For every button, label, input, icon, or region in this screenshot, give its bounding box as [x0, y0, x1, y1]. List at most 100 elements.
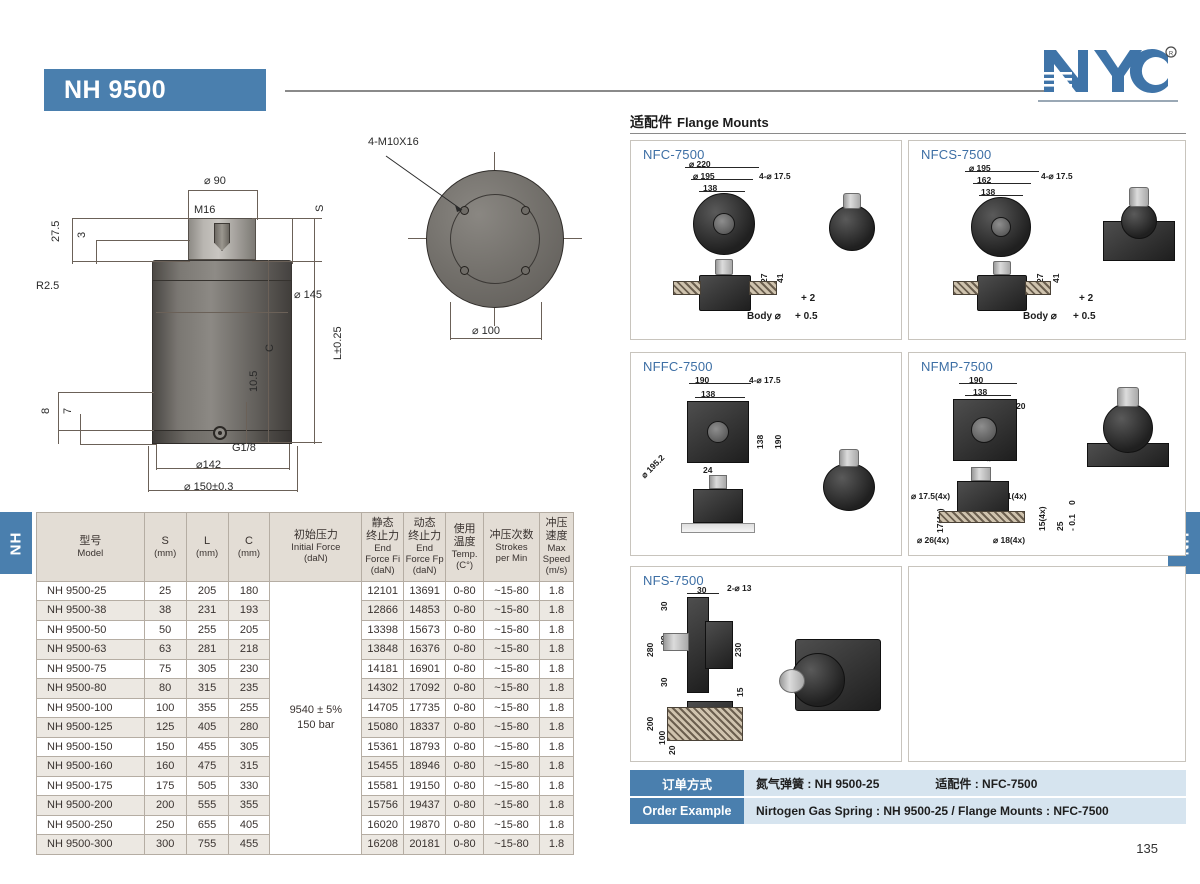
cell-l: 455: [185, 736, 229, 758]
dim-r2-5: R2.5: [36, 280, 60, 292]
table-row: NH 9500-80 80 315 235 14302 17092 0-80 ~15-80 1.…: [36, 678, 575, 699]
dim-8: 8: [40, 407, 52, 414]
gas-port: [213, 426, 227, 440]
dim-d100: ⌀ 100: [472, 325, 501, 337]
nyc-logo: R: [1038, 42, 1178, 100]
table-body: NH 9500-25 25 205 180 9540 ± 5% 150 bar 12101 1…: [36, 580, 575, 855]
dim-l-025: L±0.25: [332, 326, 344, 360]
page-title: NH 9500: [64, 75, 167, 104]
table-row: NH 9500-150 150 455 305 15361 18793 0-80 ~15-80…: [36, 736, 575, 758]
cell-c: 405: [227, 814, 271, 836]
cell-fi: 13398: [361, 619, 405, 641]
dim-41: 41: [1051, 273, 1061, 283]
dim-d18-4x: ⌀ 18(4x): [993, 535, 1026, 545]
dim-c: C: [264, 344, 276, 352]
col-temperature: 使用 温度 Temp. (C°): [445, 512, 485, 582]
dim-d195-2: ⌀ 195.2: [639, 452, 667, 481]
cell-temp: 0-80: [445, 736, 485, 758]
cell-c: 330: [227, 775, 271, 797]
dim-d150: ⌀ 150±0.3: [184, 481, 234, 493]
cell-fp: 20181: [403, 834, 447, 855]
cell-speed: 1.8: [538, 736, 575, 758]
cell-s: 160: [143, 756, 187, 777]
dim-body-d: Body ⌀: [747, 311, 781, 322]
cell-model: NH 9500-300: [36, 834, 145, 855]
table-header: 型号 Model S (mm) L (mm) C (mm) 初始压力 Initial Fo…: [36, 512, 575, 582]
panel-title-nfmp-7500: NFMP-7500: [921, 359, 993, 374]
cell-l: 755: [185, 834, 229, 855]
cell-fp: 19870: [403, 814, 447, 836]
cell-strokes: ~15-80: [483, 756, 540, 777]
dim-0: 0: [1067, 500, 1077, 505]
dim-d195: ⌀ 195: [693, 171, 715, 181]
dim-m16: M16: [194, 204, 216, 216]
cell-temp: 0-80: [445, 580, 485, 602]
cylinder-side-view: [699, 275, 751, 311]
panel-nfcs-7500: NFCS-7500 ⌀ 195 162 138 4-⌀ 17.5 27 41 +…: [908, 140, 1186, 340]
cell-strokes: ~15-80: [483, 717, 540, 738]
cell-model: NH 9500-63: [36, 639, 145, 660]
cylinder-shoulder: [152, 260, 292, 282]
table-row: NH 9500-75 75 305 230 14181 16901 0-80 ~15-80 1.…: [36, 658, 575, 680]
cell-l: 555: [185, 795, 229, 816]
cell-temp: 0-80: [445, 814, 485, 836]
cell-fp: 14853: [403, 600, 447, 621]
cell-fp: 15673: [403, 619, 447, 641]
cell-speed: 1.8: [538, 717, 575, 738]
cell-l: 355: [185, 697, 229, 719]
dim-138: 138: [973, 387, 988, 397]
flange-mounts-heading-cn: 适配件: [630, 114, 672, 130]
iso-view-base-plate: [1087, 443, 1169, 467]
cell-strokes: ~15-80: [483, 834, 540, 855]
dim-4-d17-5: 4-⌀ 17.5: [749, 375, 781, 385]
dim-m20: M20: [1009, 401, 1026, 411]
dim-190: 190: [969, 375, 984, 385]
cell-strokes: ~15-80: [483, 814, 540, 836]
cell-strokes: ~15-80: [483, 697, 540, 719]
order-value-en: Nirtogen Gas Spring : NH 9500-25 / Flang…: [744, 798, 1186, 824]
cell-temp: 0-80: [445, 639, 485, 660]
cell-l: 255: [185, 619, 229, 641]
cell-speed: 1.8: [538, 678, 575, 699]
bolt-hole: [460, 266, 469, 275]
cell-s: 175: [143, 775, 187, 797]
cell-s: 25: [143, 580, 187, 602]
cell-temp: 0-80: [445, 756, 485, 777]
cell-c: 455: [227, 834, 271, 855]
cell-temp: 0-80: [445, 834, 485, 855]
cell-speed: 1.8: [538, 658, 575, 680]
cell-strokes: ~15-80: [483, 658, 540, 680]
cell-fp: 18793: [403, 736, 447, 758]
mount-bore: [971, 417, 997, 443]
cell-speed: 1.8: [538, 814, 575, 836]
nyc-logo-svg: R: [1042, 46, 1177, 93]
cell-fp: 16376: [403, 639, 447, 660]
cell-s: 300: [143, 834, 187, 855]
flange-bore: [707, 421, 729, 443]
cell-speed: 1.8: [538, 600, 575, 621]
table-row: NH 9500-50 50 255 205 13398 15673 0-80 ~15-80 1.…: [36, 619, 575, 641]
table-row: NH 9500-100 100 355 255 14705 17735 0-80 ~15-80…: [36, 697, 575, 719]
cell-c: 315: [227, 756, 271, 777]
cell-fi: 12866: [361, 600, 405, 621]
cylinder-body: [152, 280, 292, 438]
col-s: S (mm): [143, 512, 187, 582]
cell-strokes: ~15-80: [483, 639, 540, 660]
thread-leader-line: [385, 155, 463, 212]
table-row: NH 9500-250 250 655 405 16020 19870 0-80 ~15-80…: [36, 814, 575, 836]
panel-title-nffc-7500: NFFC-7500: [643, 359, 713, 374]
dim-g18: G1/8: [232, 442, 256, 454]
cell-strokes: ~15-80: [483, 619, 540, 641]
dim-3: 3: [76, 231, 88, 238]
registered-trademark-icon: [1165, 46, 1177, 58]
cylinder-top-cap: [188, 218, 256, 260]
order-row-en: Order Example Nirtogen Gas Spring : NH 9…: [630, 798, 1186, 824]
cell-l: 305: [185, 658, 229, 680]
cell-l: 281: [185, 639, 229, 660]
cell-temp: 0-80: [445, 717, 485, 738]
table-row: NH 9500-25 25 205 180 9540 ± 5% 150 bar 12101 1…: [36, 580, 575, 855]
cell-l: 315: [185, 678, 229, 699]
cell-model: NH 9500-160: [36, 756, 145, 777]
cell-c: 193: [227, 600, 271, 621]
cell-c: 280: [227, 717, 271, 738]
